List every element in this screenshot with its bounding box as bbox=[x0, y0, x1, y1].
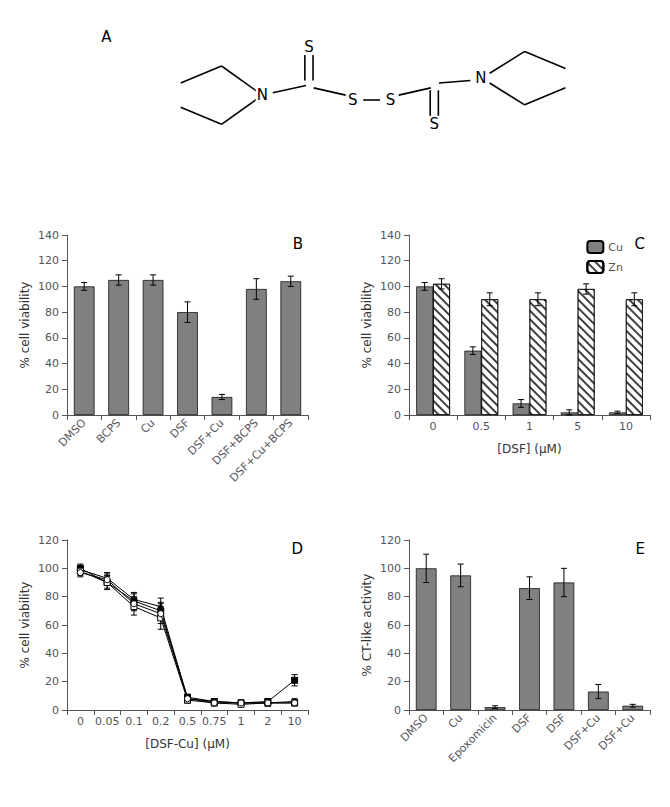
svg-text:D: D bbox=[291, 540, 303, 558]
svg-text:0.05: 0.05 bbox=[95, 715, 120, 728]
svg-text:80: 80 bbox=[387, 306, 401, 319]
svg-text:10: 10 bbox=[619, 420, 633, 433]
svg-text:S: S bbox=[304, 38, 314, 56]
svg-text:E: E bbox=[636, 540, 645, 558]
svg-text:[DSF] (μM): [DSF] (μM) bbox=[497, 442, 561, 456]
svg-text:40: 40 bbox=[45, 647, 59, 660]
svg-text:% CT-like activity: % CT-like activity bbox=[360, 574, 374, 677]
svg-text:140: 140 bbox=[380, 229, 401, 242]
svg-text:DSF: DSF bbox=[544, 711, 569, 736]
svg-text:S: S bbox=[386, 91, 396, 109]
svg-text:DSF+Cu: DSF+Cu bbox=[185, 416, 227, 458]
svg-text:60: 60 bbox=[387, 619, 401, 632]
svg-text:0.75: 0.75 bbox=[202, 715, 227, 728]
svg-text:100: 100 bbox=[380, 280, 401, 293]
svg-text:5: 5 bbox=[574, 420, 581, 433]
svg-text:60: 60 bbox=[45, 331, 59, 344]
svg-text:Zn: Zn bbox=[608, 261, 623, 274]
svg-text:0: 0 bbox=[430, 420, 437, 433]
svg-text:0: 0 bbox=[394, 409, 401, 422]
svg-text:120: 120 bbox=[38, 254, 59, 267]
svg-text:120: 120 bbox=[380, 534, 401, 547]
svg-text:N: N bbox=[257, 86, 268, 104]
svg-text:0.5: 0.5 bbox=[473, 420, 491, 433]
svg-text:DSF+Cu+BCPS: DSF+Cu+BCPS bbox=[227, 416, 295, 484]
svg-text:40: 40 bbox=[387, 647, 401, 660]
svg-text:0.1: 0.1 bbox=[125, 715, 143, 728]
svg-text:DMSO: DMSO bbox=[398, 711, 431, 744]
svg-text:BCPS: BCPS bbox=[94, 416, 123, 445]
svg-text:Epoxomicin: Epoxomicin bbox=[446, 711, 500, 765]
svg-text:100: 100 bbox=[380, 562, 401, 575]
svg-text:0.5: 0.5 bbox=[179, 715, 197, 728]
svg-text:40: 40 bbox=[387, 357, 401, 370]
svg-text:0: 0 bbox=[52, 409, 59, 422]
svg-text:80: 80 bbox=[387, 590, 401, 603]
svg-text:S: S bbox=[430, 115, 440, 133]
svg-text:80: 80 bbox=[45, 590, 59, 603]
svg-text:DSF: DSF bbox=[168, 416, 193, 441]
svg-text:60: 60 bbox=[45, 619, 59, 632]
svg-text:10: 10 bbox=[288, 715, 302, 728]
svg-text:20: 20 bbox=[45, 675, 59, 688]
svg-text:120: 120 bbox=[380, 254, 401, 267]
svg-text:DSF+Cu: DSF+Cu bbox=[562, 711, 603, 752]
svg-text:[DSF-Cu] (μM): [DSF-Cu] (μM) bbox=[145, 737, 230, 751]
svg-text:80: 80 bbox=[45, 306, 59, 319]
svg-text:Cu: Cu bbox=[608, 241, 623, 254]
svg-text:DSF+BCPS: DSF+BCPS bbox=[209, 416, 261, 468]
svg-text:1: 1 bbox=[526, 420, 533, 433]
svg-text:0: 0 bbox=[77, 715, 84, 728]
svg-text:60: 60 bbox=[387, 331, 401, 344]
svg-text:DSF+Cu: DSF+Cu bbox=[596, 711, 637, 752]
svg-text:1: 1 bbox=[238, 715, 245, 728]
svg-text:S: S bbox=[348, 91, 358, 109]
svg-text:20: 20 bbox=[387, 383, 401, 396]
svg-text:120: 120 bbox=[38, 534, 59, 547]
svg-text:N: N bbox=[475, 69, 486, 87]
svg-text:C: C bbox=[635, 235, 645, 253]
svg-text:40: 40 bbox=[45, 357, 59, 370]
svg-text:A: A bbox=[101, 28, 112, 46]
svg-text:% cell viability: % cell viability bbox=[18, 282, 32, 369]
svg-text:100: 100 bbox=[38, 562, 59, 575]
svg-text:DMSO: DMSO bbox=[56, 416, 89, 449]
svg-text:% cell viability: % cell viability bbox=[18, 582, 32, 669]
svg-text:140: 140 bbox=[38, 229, 59, 242]
svg-text:0: 0 bbox=[52, 704, 59, 717]
svg-text:0.2: 0.2 bbox=[152, 715, 170, 728]
svg-text:0: 0 bbox=[394, 704, 401, 717]
svg-text:DSF: DSF bbox=[510, 711, 535, 736]
svg-text:20: 20 bbox=[387, 675, 401, 688]
svg-text:B: B bbox=[293, 235, 303, 253]
svg-text:2: 2 bbox=[264, 715, 271, 728]
svg-text:Cu: Cu bbox=[446, 711, 466, 731]
svg-text:Cu: Cu bbox=[138, 416, 158, 436]
svg-text:% cell viability: % cell viability bbox=[360, 282, 374, 369]
svg-text:100: 100 bbox=[38, 280, 59, 293]
svg-text:20: 20 bbox=[45, 383, 59, 396]
